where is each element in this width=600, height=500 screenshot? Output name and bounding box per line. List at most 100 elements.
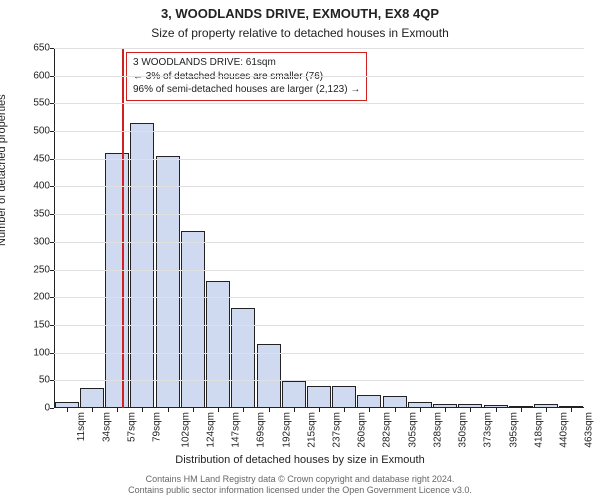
gridline bbox=[54, 353, 584, 354]
footer-line-2: Contains public sector information licen… bbox=[0, 485, 600, 496]
y-tick bbox=[50, 131, 54, 132]
x-tick bbox=[218, 408, 219, 412]
x-tick-label: 215sqm bbox=[306, 412, 317, 448]
footer-line-1: Contains HM Land Registry data © Crown c… bbox=[0, 474, 600, 485]
x-tick bbox=[470, 408, 471, 412]
gridline bbox=[54, 103, 584, 104]
gridline bbox=[54, 380, 584, 381]
x-tick-label: 124sqm bbox=[205, 412, 216, 448]
x-tick-label: 192sqm bbox=[281, 412, 292, 448]
x-tick bbox=[193, 408, 194, 412]
y-tick bbox=[50, 159, 54, 160]
x-tick-label: 147sqm bbox=[230, 412, 241, 448]
x-tick-label: 350sqm bbox=[457, 412, 468, 448]
y-axis-label: Number of detached properties bbox=[0, 94, 8, 246]
x-tick-label: 305sqm bbox=[407, 412, 418, 448]
y-tick-label: 300 bbox=[33, 236, 50, 247]
x-tick bbox=[269, 408, 270, 412]
histogram-bar bbox=[307, 386, 331, 408]
x-tick-label: 260sqm bbox=[357, 412, 368, 448]
x-tick-label: 11sqm bbox=[76, 412, 87, 441]
x-tick bbox=[395, 408, 396, 412]
histogram-bar bbox=[282, 381, 306, 408]
y-tick-label: 350 bbox=[33, 209, 50, 220]
histogram-bar bbox=[206, 281, 230, 408]
gridline bbox=[54, 325, 584, 326]
x-tick-label: 328sqm bbox=[432, 412, 443, 448]
histogram-bar bbox=[332, 386, 356, 408]
y-tick bbox=[50, 380, 54, 381]
chart-subtitle: Size of property relative to detached ho… bbox=[0, 26, 600, 40]
histogram-bar bbox=[257, 344, 281, 408]
histogram-bar bbox=[156, 156, 180, 408]
histogram-bar bbox=[357, 395, 381, 408]
y-tick bbox=[50, 214, 54, 215]
y-tick bbox=[50, 408, 54, 409]
x-tick bbox=[117, 408, 118, 412]
y-tick-label: 600 bbox=[33, 70, 50, 81]
callout-line-3: 96% of semi-detached houses are larger (… bbox=[133, 83, 360, 97]
gridline bbox=[54, 76, 584, 77]
y-tick bbox=[50, 186, 54, 187]
x-tick-label: 79sqm bbox=[152, 412, 163, 442]
gridline bbox=[54, 242, 584, 243]
gridline bbox=[54, 270, 584, 271]
histogram-bar bbox=[383, 396, 407, 408]
x-tick bbox=[294, 408, 295, 412]
callout-line-1: 3 WOODLANDS DRIVE: 61sqm bbox=[133, 56, 360, 70]
x-tick bbox=[92, 408, 93, 412]
x-tick bbox=[521, 408, 522, 412]
y-tick bbox=[50, 297, 54, 298]
plot-area: 3 WOODLANDS DRIVE: 61sqm ← 3% of detache… bbox=[54, 48, 584, 408]
bars-layer bbox=[54, 48, 584, 408]
x-tick-label: 282sqm bbox=[382, 412, 393, 448]
y-tick-label: 0 bbox=[44, 403, 50, 414]
histogram-bar bbox=[130, 123, 154, 408]
x-tick bbox=[546, 408, 547, 412]
y-tick bbox=[50, 270, 54, 271]
y-tick-label: 250 bbox=[33, 264, 50, 275]
x-tick bbox=[571, 408, 572, 412]
y-tick-label: 450 bbox=[33, 153, 50, 164]
x-tick-label: 169sqm bbox=[256, 412, 267, 448]
x-tick bbox=[369, 408, 370, 412]
y-tick-label: 50 bbox=[39, 375, 50, 386]
x-tick bbox=[445, 408, 446, 412]
attribution-footer: Contains HM Land Registry data © Crown c… bbox=[0, 474, 600, 497]
x-tick bbox=[496, 408, 497, 412]
x-tick-label: 395sqm bbox=[508, 412, 519, 448]
histogram-bar bbox=[105, 153, 129, 408]
y-tick bbox=[50, 103, 54, 104]
x-tick bbox=[344, 408, 345, 412]
y-tick-label: 200 bbox=[33, 292, 50, 303]
y-tick bbox=[50, 48, 54, 49]
y-tick-label: 550 bbox=[33, 98, 50, 109]
x-tick-label: 373sqm bbox=[483, 412, 494, 448]
x-tick-label: 237sqm bbox=[331, 412, 342, 448]
x-tick bbox=[319, 408, 320, 412]
x-tick-label: 440sqm bbox=[558, 412, 569, 448]
y-tick-label: 400 bbox=[33, 181, 50, 192]
x-tick-label: 463sqm bbox=[584, 412, 595, 448]
x-tick-label: 418sqm bbox=[533, 412, 544, 448]
gridline bbox=[54, 159, 584, 160]
gridline bbox=[54, 131, 584, 132]
y-tick-label: 150 bbox=[33, 319, 50, 330]
y-tick bbox=[50, 242, 54, 243]
y-tick-label: 500 bbox=[33, 126, 50, 137]
histogram-bar bbox=[181, 231, 205, 408]
gridline bbox=[54, 297, 584, 298]
x-axis-label: Distribution of detached houses by size … bbox=[0, 454, 600, 466]
y-tick-label: 100 bbox=[33, 347, 50, 358]
x-tick-label: 34sqm bbox=[101, 412, 112, 442]
x-tick bbox=[168, 408, 169, 412]
x-tick bbox=[243, 408, 244, 412]
histogram-bar bbox=[231, 308, 255, 408]
y-tick-label: 650 bbox=[33, 43, 50, 54]
property-marker-line bbox=[122, 48, 124, 408]
y-tick bbox=[50, 76, 54, 77]
histogram-bar bbox=[80, 388, 104, 408]
x-tick-label: 57sqm bbox=[127, 412, 138, 442]
gridline bbox=[54, 214, 584, 215]
x-tick bbox=[420, 408, 421, 412]
